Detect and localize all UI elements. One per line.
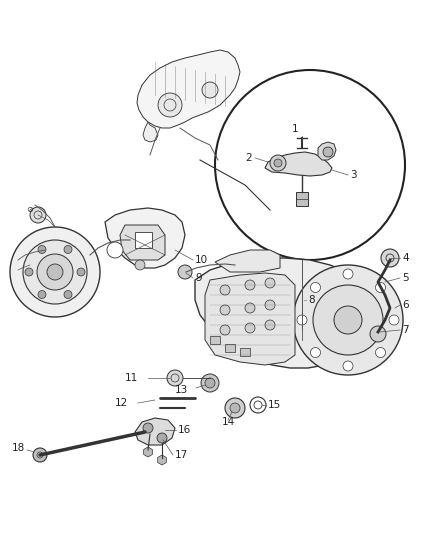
Circle shape (178, 265, 192, 279)
Circle shape (370, 326, 386, 342)
Text: 10: 10 (195, 255, 208, 265)
Circle shape (375, 282, 385, 293)
Text: 1: 1 (292, 124, 298, 134)
Circle shape (245, 280, 255, 290)
Text: 3: 3 (350, 170, 357, 180)
Circle shape (205, 378, 215, 388)
Text: 14: 14 (222, 417, 235, 427)
Text: 7: 7 (402, 325, 409, 335)
Circle shape (265, 278, 275, 288)
Circle shape (230, 403, 240, 413)
Circle shape (343, 361, 353, 371)
Circle shape (311, 348, 321, 358)
Text: 13: 13 (175, 385, 188, 395)
Circle shape (389, 315, 399, 325)
Polygon shape (144, 447, 152, 457)
Polygon shape (265, 152, 332, 176)
Circle shape (381, 249, 399, 267)
Polygon shape (135, 418, 175, 445)
Circle shape (30, 207, 46, 223)
Circle shape (167, 370, 183, 386)
Circle shape (220, 325, 230, 335)
Circle shape (375, 348, 385, 358)
Circle shape (265, 300, 275, 310)
Circle shape (311, 282, 321, 293)
Polygon shape (215, 250, 280, 272)
Text: 4: 4 (402, 253, 409, 263)
Circle shape (297, 315, 307, 325)
Polygon shape (195, 258, 362, 368)
Text: 12: 12 (115, 398, 128, 408)
Circle shape (25, 268, 33, 276)
Circle shape (64, 290, 72, 298)
Circle shape (343, 269, 353, 279)
Bar (225, 344, 235, 352)
Circle shape (38, 246, 46, 254)
Text: 17: 17 (175, 450, 188, 460)
Circle shape (274, 159, 282, 167)
Circle shape (157, 433, 167, 443)
Bar (296, 192, 308, 206)
Polygon shape (205, 273, 295, 365)
Circle shape (250, 397, 266, 413)
Polygon shape (318, 142, 336, 160)
Text: 18: 18 (12, 443, 25, 453)
Text: 11: 11 (125, 373, 138, 383)
Text: 6: 6 (402, 300, 409, 310)
Text: 15: 15 (268, 400, 281, 410)
Polygon shape (120, 225, 165, 260)
Bar (210, 336, 220, 344)
Circle shape (313, 285, 383, 355)
Polygon shape (105, 208, 185, 268)
Circle shape (143, 423, 153, 433)
Circle shape (245, 303, 255, 313)
Circle shape (265, 320, 275, 330)
Circle shape (47, 264, 63, 280)
Circle shape (293, 265, 403, 375)
Circle shape (64, 246, 72, 254)
Circle shape (135, 260, 145, 270)
Circle shape (225, 398, 245, 418)
Bar (240, 348, 250, 356)
Circle shape (37, 254, 73, 290)
Text: 9: 9 (195, 273, 201, 283)
Circle shape (220, 285, 230, 295)
Polygon shape (135, 232, 152, 248)
Circle shape (38, 290, 46, 298)
Text: 16: 16 (178, 425, 191, 435)
Text: ⊘: ⊘ (27, 206, 33, 214)
Polygon shape (137, 50, 240, 128)
Polygon shape (143, 122, 158, 142)
Text: 5: 5 (402, 273, 409, 283)
Circle shape (77, 268, 85, 276)
Circle shape (334, 306, 362, 334)
Circle shape (245, 323, 255, 333)
Circle shape (33, 448, 47, 462)
Circle shape (323, 147, 333, 157)
Circle shape (23, 240, 87, 304)
Circle shape (10, 227, 100, 317)
Circle shape (158, 93, 182, 117)
Circle shape (201, 374, 219, 392)
Text: 8: 8 (308, 295, 314, 305)
Text: 2: 2 (245, 153, 252, 163)
Circle shape (220, 305, 230, 315)
Circle shape (215, 70, 405, 260)
Circle shape (107, 242, 123, 258)
Polygon shape (158, 455, 166, 465)
Circle shape (202, 82, 218, 98)
Circle shape (270, 155, 286, 171)
